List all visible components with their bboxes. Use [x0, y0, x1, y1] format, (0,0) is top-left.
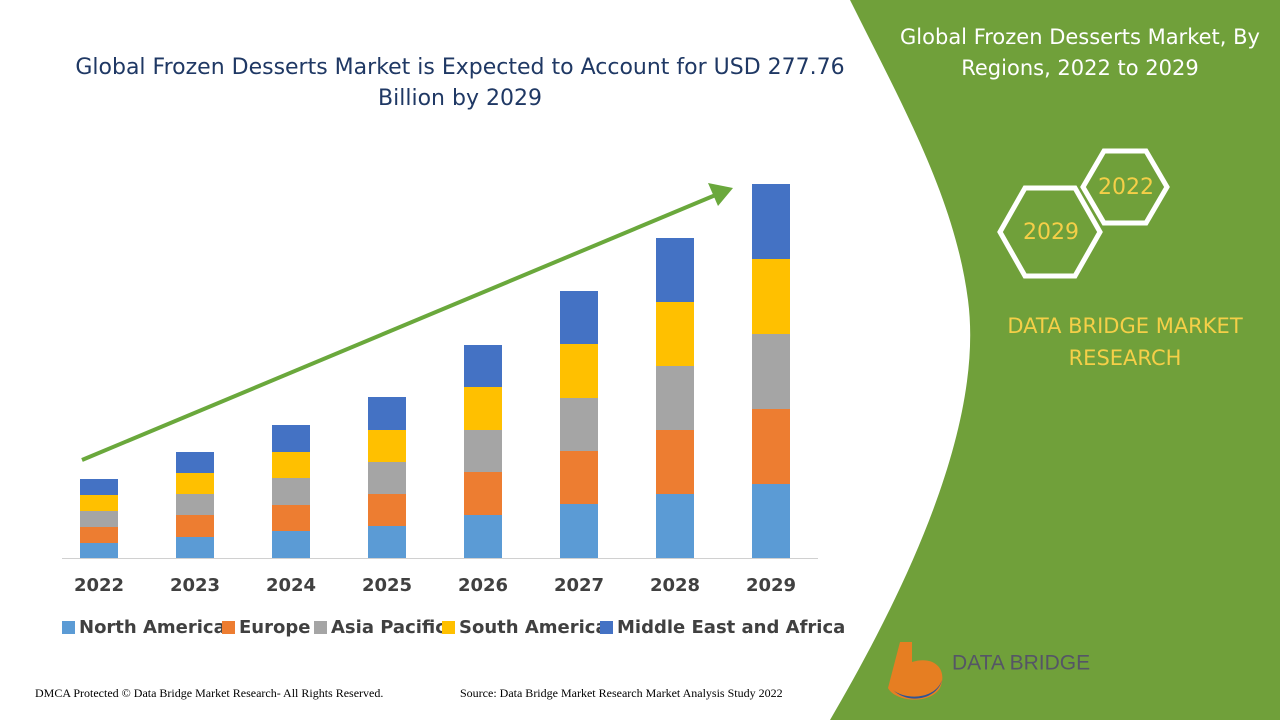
- logo-mark: [893, 680, 942, 699]
- bar-segment: [464, 387, 502, 430]
- x-tick-label: 2028: [650, 575, 700, 596]
- footer-left: DMCA Protected © Data Bridge Market Rese…: [35, 686, 384, 700]
- bar-segment: [656, 366, 694, 430]
- bar-segment: [752, 334, 790, 409]
- bar-segment: [560, 504, 598, 558]
- bar-segment: [656, 494, 694, 558]
- x-tick-label: 2025: [362, 575, 412, 596]
- bar-segment: [560, 451, 598, 504]
- bar-segment: [656, 430, 694, 494]
- bar-segment: [560, 344, 598, 398]
- hexagon-label: 2022: [1098, 175, 1154, 200]
- bar-segment: [368, 430, 406, 462]
- bar-segment: [656, 302, 694, 366]
- x-tick-label: 2026: [458, 575, 508, 596]
- hexagon: [997, 185, 1103, 279]
- legend-label: South America: [459, 617, 608, 638]
- bar-segment: [272, 425, 310, 452]
- legend-label: North America: [79, 617, 226, 638]
- x-tick-label: 2024: [266, 575, 316, 596]
- bar-segment: [464, 515, 502, 558]
- hexagon: [1080, 148, 1170, 226]
- bar-segment: [752, 484, 790, 558]
- bar-segment: [368, 462, 406, 494]
- legend-label: Middle East and Africa: [617, 617, 845, 638]
- x-tick-label: 2027: [554, 575, 604, 596]
- bar-segment: [368, 397, 406, 430]
- bar-segment: [272, 531, 310, 558]
- logo-mark: [888, 642, 943, 700]
- bar-segment: [176, 452, 214, 473]
- bar-segment: [176, 494, 214, 515]
- bar-segment: [176, 537, 214, 558]
- legend-swatch: [222, 621, 235, 634]
- side-panel: [830, 0, 1280, 720]
- legend-swatch: [442, 621, 455, 634]
- panel-title: Global Frozen Desserts Market, By Region…: [900, 25, 1260, 80]
- legend-label: Asia Pacific: [331, 617, 446, 638]
- bar-segment: [752, 409, 790, 484]
- bar-segment: [656, 238, 694, 302]
- bar-segment: [368, 494, 406, 526]
- bar-segment: [752, 259, 790, 334]
- bar-segment: [464, 345, 502, 387]
- bar-segment: [80, 495, 118, 511]
- legend-swatch: [600, 621, 613, 634]
- bar-segment: [368, 526, 406, 558]
- bar-segment: [176, 473, 214, 494]
- bar-segment: [272, 505, 310, 531]
- legend-label: Europe: [239, 617, 310, 638]
- bar-segment: [272, 478, 310, 505]
- legend-swatch: [62, 621, 75, 634]
- bar-segment: [464, 430, 502, 472]
- bar-segment: [272, 452, 310, 478]
- footer-right: Source: Data Bridge Market Research Mark…: [460, 686, 783, 700]
- bar-segment: [752, 184, 790, 259]
- trend-arrow-head: [708, 183, 733, 206]
- brand-text: DATA BRIDGE MARKET RESEARCH: [1007, 314, 1243, 370]
- bar-segment: [560, 398, 598, 451]
- chart-title: Global Frozen Desserts Market is Expecte…: [75, 55, 845, 111]
- hexagon-label: 2029: [1023, 220, 1079, 245]
- bar-segment: [176, 515, 214, 537]
- bar-segment: [464, 472, 502, 515]
- bar-segment: [80, 527, 118, 543]
- legend-swatch: [314, 621, 327, 634]
- logo-text: DATA BRIDGE: [952, 652, 1090, 675]
- bar-segment: [80, 511, 118, 527]
- x-tick-label: 2029: [746, 575, 796, 596]
- bar-segment: [80, 543, 118, 558]
- bar-segment: [80, 479, 118, 495]
- x-tick-label: 2022: [74, 575, 124, 596]
- bar-segment: [560, 291, 598, 344]
- x-tick-label: 2023: [170, 575, 220, 596]
- trend-arrow: [81, 192, 719, 462]
